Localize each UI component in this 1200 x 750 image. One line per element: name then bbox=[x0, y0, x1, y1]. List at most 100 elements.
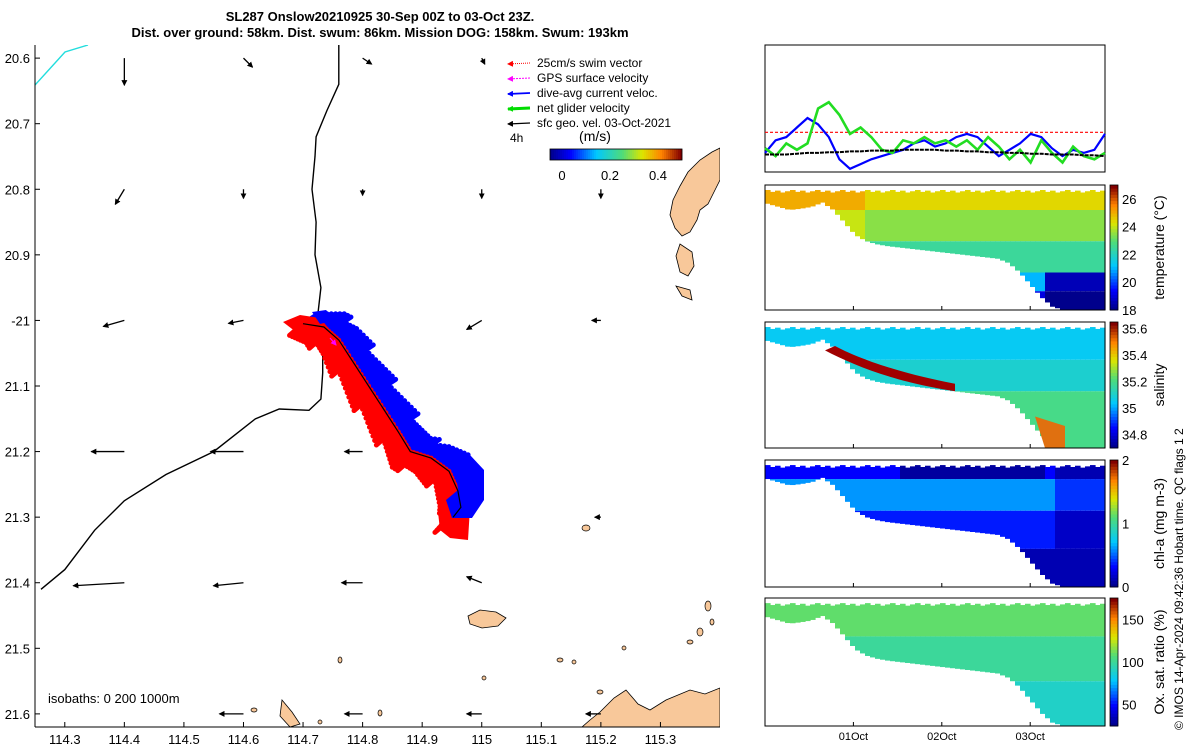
heatmap-cell bbox=[920, 636, 926, 665]
heatmap-cell bbox=[875, 241, 881, 245]
colorbar-cell bbox=[1110, 694, 1118, 698]
heatmap-cell bbox=[940, 510, 946, 529]
heatmap-cell bbox=[985, 391, 991, 396]
vector-mark bbox=[397, 422, 419, 438]
colorbar-cell bbox=[618, 149, 621, 160]
heatmap-cell bbox=[1015, 681, 1021, 686]
heatmap-frame bbox=[764, 184, 1106, 311]
colorbar-cell bbox=[1110, 668, 1118, 673]
colorbar-cell bbox=[1110, 552, 1118, 556]
map-y-tick-label: 21.5 bbox=[5, 641, 30, 656]
heatmap-cell bbox=[1005, 479, 1011, 511]
heatmap-cell bbox=[1005, 636, 1011, 678]
heatmap-cell bbox=[1030, 359, 1036, 392]
vector-mark bbox=[395, 451, 420, 474]
heatmap-cell bbox=[945, 510, 951, 530]
heatmap-cell bbox=[985, 191, 991, 210]
colorbar-cell bbox=[662, 149, 665, 160]
heatmap-cell bbox=[1100, 681, 1106, 726]
heatmap-cell bbox=[865, 210, 871, 242]
map-y-tick-label: 21.4 bbox=[5, 576, 30, 591]
heatmap-cell bbox=[1080, 329, 1086, 360]
heatmap-cell bbox=[905, 210, 911, 242]
heatmap-cell bbox=[1095, 328, 1101, 360]
heatmap-cell bbox=[795, 191, 801, 210]
heatmap-cell bbox=[935, 241, 941, 252]
colorbar-cell bbox=[1110, 197, 1118, 202]
colorbar-cell bbox=[580, 149, 583, 160]
heatmap-cell bbox=[995, 210, 1001, 242]
vector-mark bbox=[434, 475, 455, 494]
heatmap-cell bbox=[865, 327, 871, 360]
vector-mark bbox=[392, 450, 417, 472]
vector-mark bbox=[361, 398, 381, 417]
vector-mark bbox=[436, 485, 459, 506]
vector-mark bbox=[404, 452, 424, 470]
vector-mark bbox=[328, 321, 350, 337]
heatmap-cell bbox=[795, 605, 801, 623]
heatmap-cell bbox=[1060, 328, 1066, 360]
colorbar-cell bbox=[1110, 571, 1118, 575]
colorbar-cell bbox=[1110, 385, 1118, 389]
heatmap-cell bbox=[1000, 241, 1006, 261]
land-islet bbox=[481, 675, 487, 681]
heatmap-cell bbox=[995, 191, 1001, 210]
colorbar-cell bbox=[1110, 375, 1118, 380]
heatmap-cell bbox=[945, 191, 951, 210]
heatmap-cell bbox=[865, 465, 871, 480]
vector-mark bbox=[365, 406, 386, 426]
heatmap-cell bbox=[1080, 467, 1086, 480]
colorbar-cell bbox=[1110, 222, 1118, 227]
colorbar-cell bbox=[1110, 441, 1118, 446]
colorbar-frame bbox=[549, 148, 683, 161]
heatmap-cell bbox=[810, 328, 816, 344]
heatmap-cell bbox=[950, 636, 956, 669]
heatmap-cell bbox=[840, 327, 846, 358]
heatmap-cell bbox=[1025, 359, 1031, 392]
heatmap-cell bbox=[930, 359, 936, 389]
vector-mark bbox=[351, 391, 377, 414]
map-y-tick-label: 20.6 bbox=[5, 51, 30, 66]
colorbar-cell bbox=[574, 149, 577, 160]
heatmap-cell bbox=[800, 190, 806, 209]
heatmap-cell bbox=[935, 210, 941, 242]
heatmap-cell bbox=[965, 327, 971, 360]
heatmap-cell bbox=[1085, 604, 1091, 637]
heatmap-cell bbox=[1080, 548, 1086, 587]
colorbar-cell bbox=[1110, 460, 1118, 464]
heatmap-cell bbox=[1055, 605, 1061, 637]
colorbar-cell bbox=[1110, 281, 1118, 286]
colorbar-cell bbox=[668, 149, 671, 160]
legend-label: net glider velocity bbox=[537, 101, 630, 115]
heatmap-cell bbox=[1060, 391, 1066, 448]
heatmap-cell bbox=[1100, 548, 1106, 587]
vector-mark bbox=[349, 387, 374, 409]
heatmap-cell bbox=[1070, 272, 1076, 292]
heatmap-cell bbox=[945, 241, 951, 254]
heatmap-cell bbox=[825, 465, 831, 480]
colorbar-cell bbox=[1110, 681, 1118, 685]
heatmap-cell bbox=[990, 603, 996, 637]
heatmap-cell bbox=[1000, 210, 1006, 242]
heatmap-cell bbox=[855, 479, 861, 511]
heatmap-colorbar-frame bbox=[1109, 459, 1119, 588]
current-vector-cluster bbox=[442, 455, 484, 518]
heatmap-cell bbox=[920, 241, 926, 251]
heatmap-cell bbox=[1060, 636, 1066, 682]
vector-mark bbox=[341, 332, 366, 351]
heatmap-cell bbox=[1100, 210, 1106, 242]
vector-mark bbox=[366, 410, 389, 430]
heatmap-cell bbox=[940, 327, 946, 360]
heatmap-cell bbox=[1020, 210, 1026, 242]
heatmap-cell bbox=[930, 467, 936, 480]
map-x-tick-label: 114.7 bbox=[287, 732, 319, 747]
heatmap-cell bbox=[985, 479, 991, 511]
heatmap-cell bbox=[1040, 241, 1046, 273]
heatmap-cell bbox=[1055, 291, 1061, 309]
colorbar-cell bbox=[1110, 416, 1118, 421]
heatmap-cell bbox=[1085, 466, 1091, 480]
heatmap-cell bbox=[1035, 191, 1041, 210]
vector-mark bbox=[407, 453, 427, 471]
map-content bbox=[35, 45, 720, 727]
colorbar-cell bbox=[1110, 722, 1118, 727]
